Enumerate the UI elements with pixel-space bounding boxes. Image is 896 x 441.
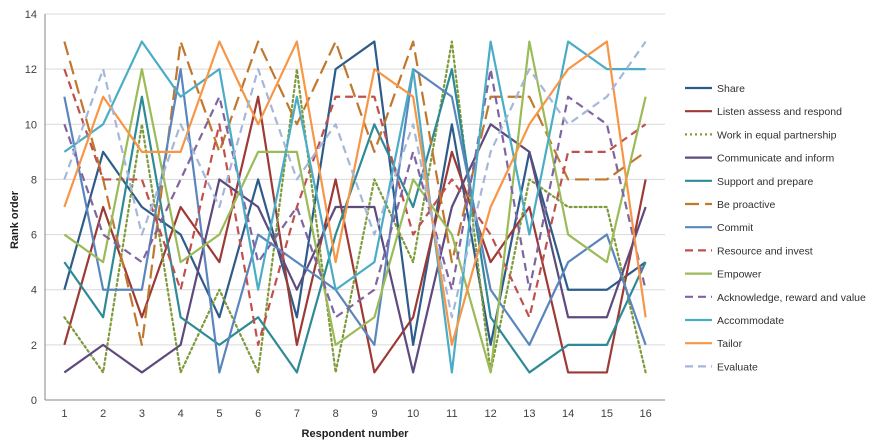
x-tick-label: 9 [371,408,377,420]
legend-label: Empower [717,269,762,281]
series-line-4 [63,68,647,374]
series-line-10 [63,40,646,374]
x-tick-label: 1 [61,408,67,420]
axes [44,14,665,401]
y-tick-label: 0 [31,395,37,407]
series-lines [63,40,647,374]
y-tick-label: 10 [25,119,37,131]
x-tick-label: 11 [446,408,457,420]
x-tick-label: 4 [178,408,184,420]
x-tick-label: 16 [640,408,652,420]
series-line-12 [63,40,647,319]
legend-label: Evaluate [717,361,758,373]
y-tick-label: 12 [25,64,37,76]
series-line-9 [63,68,647,319]
x-tick-label: 8 [333,408,339,420]
x-axis-title: Respondent number [302,428,410,440]
legend-label: Work in equal partnership [717,129,837,141]
y-tick-label: 2 [31,340,37,352]
legend: Share Listen assess and respond Work in eq… [685,83,866,373]
x-tick-label: 3 [139,408,145,420]
x-tick-label: 15 [601,408,613,420]
y-tick-label: 4 [31,285,37,297]
legend-label: Support and prepare [717,176,813,188]
x-tick-label: 13 [523,408,535,420]
legend-label: Be proactive [717,199,776,211]
legend-label: Acknowledge, reward and value [717,292,866,304]
legend-label: Commit [717,222,753,234]
x-tick-label: 10 [407,408,419,420]
legend-label: Accommodate [717,315,784,327]
y-axis-title: Rank order [9,190,21,249]
x-tick-label: 5 [216,408,222,420]
x-tick-label: 12 [485,408,497,420]
y-tick-label: 8 [31,174,37,186]
x-tick-label: 7 [294,408,300,420]
series-line-7 [63,68,647,346]
y-tick-label: 14 [25,9,37,21]
x-tick-label: 2 [100,408,106,420]
legend-label: Tailor [717,338,743,350]
legend-label: Resource and invest [717,245,813,257]
x-tick-label: 6 [255,408,261,420]
y-tick-label: 6 [31,230,37,242]
legend-label: Share [717,83,745,95]
x-tick-label: 14 [562,408,574,420]
legend-label: Listen assess and respond [717,106,842,118]
legend-label: Communicate and inform [717,153,835,165]
